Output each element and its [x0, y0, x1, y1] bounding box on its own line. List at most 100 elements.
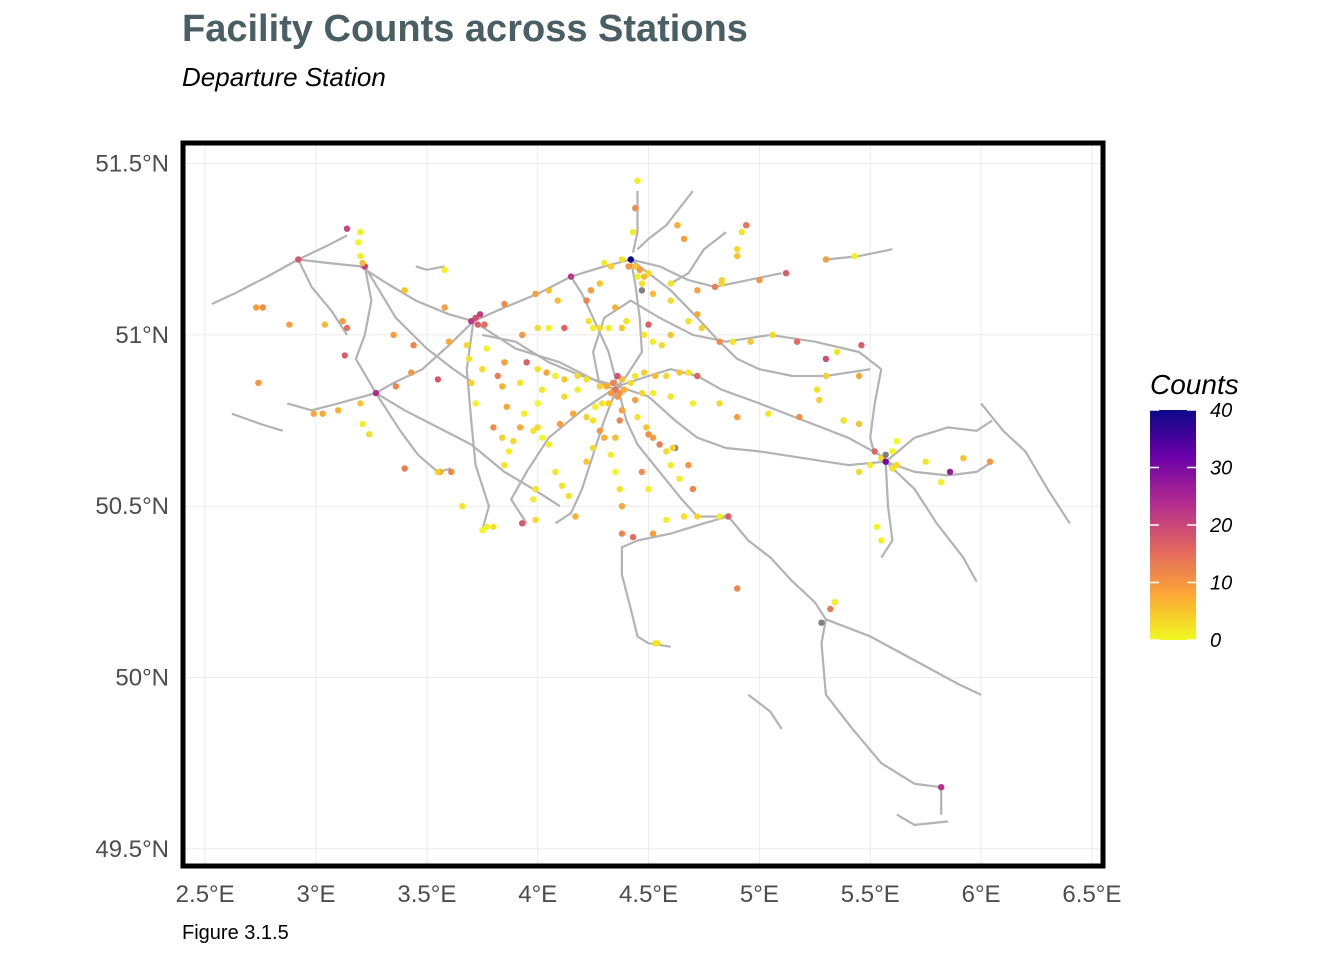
station-point — [629, 533, 637, 541]
station-point — [621, 386, 628, 393]
rail-line — [298, 258, 474, 323]
rail-line — [617, 385, 886, 467]
station-point — [359, 420, 366, 428]
station-point — [516, 379, 524, 387]
station-point — [357, 228, 364, 236]
x-tick-label: 5.5°E — [841, 881, 900, 908]
station-point — [867, 461, 874, 469]
station-point — [501, 359, 508, 366]
station-point — [607, 451, 615, 458]
station-point — [833, 348, 841, 356]
station-point — [747, 338, 754, 345]
rail-line — [297, 259, 348, 336]
station-point — [408, 369, 415, 376]
station-point — [552, 468, 559, 476]
station-point — [499, 434, 506, 441]
rail-line — [631, 191, 639, 253]
station-point — [530, 496, 537, 503]
station-point — [614, 372, 621, 380]
station-point — [698, 324, 705, 332]
station-point — [667, 297, 674, 304]
station-point — [625, 263, 632, 270]
station-point — [680, 235, 688, 243]
station-point — [343, 225, 351, 232]
station-point — [445, 338, 453, 345]
rail-line — [980, 402, 1071, 524]
rail-line — [231, 412, 284, 432]
station-point — [716, 513, 723, 520]
rail-line — [630, 258, 871, 378]
rail-line — [375, 320, 475, 395]
station-point — [441, 304, 448, 311]
station-point — [734, 585, 741, 592]
station-point — [640, 331, 648, 339]
station-point — [667, 461, 674, 469]
station-point — [510, 437, 517, 445]
station-point — [390, 331, 397, 339]
rail-line — [869, 368, 883, 456]
station-point — [472, 400, 479, 407]
station-point — [645, 321, 652, 328]
station-point — [572, 513, 579, 520]
station-point — [468, 318, 475, 325]
station-point — [627, 379, 634, 387]
station-point — [649, 389, 657, 397]
station-point — [689, 485, 697, 493]
x-tick-label: 6.5°E — [1062, 881, 1121, 908]
station-point — [570, 410, 577, 417]
legend-label: 30 — [1210, 458, 1232, 480]
station-point — [567, 273, 575, 280]
rail-line — [825, 618, 982, 696]
rail-line — [884, 419, 993, 463]
station-point — [501, 300, 508, 308]
station-point — [718, 276, 725, 284]
station-point — [649, 530, 657, 537]
legend: Counts 0 10 20 30 40 — [1150, 369, 1239, 652]
station-point — [465, 355, 473, 363]
station-point — [612, 468, 619, 476]
station-point — [596, 427, 603, 434]
rail-line — [570, 276, 619, 387]
station-point — [490, 424, 497, 431]
station-point — [822, 256, 830, 263]
station-point — [472, 314, 479, 321]
panel-border — [180, 140, 1106, 869]
station-point — [960, 455, 967, 462]
station-point — [490, 523, 497, 530]
station-point — [583, 413, 590, 421]
station-point — [561, 324, 568, 332]
station-point — [716, 338, 723, 345]
station-point — [534, 366, 541, 373]
rail-line — [880, 461, 894, 559]
y-tick-label: 50.5°N — [95, 493, 169, 520]
station-point — [636, 266, 643, 273]
station-point — [663, 516, 670, 524]
station-point — [816, 396, 823, 404]
station-point — [519, 520, 526, 527]
station-point — [632, 263, 639, 270]
station-point — [618, 503, 626, 510]
station-point — [503, 403, 510, 410]
figure-caption: Figure 3.1.5 — [182, 922, 289, 944]
station-point — [410, 342, 417, 349]
station-point — [632, 396, 639, 404]
station-point — [523, 359, 530, 366]
station-point — [321, 321, 329, 328]
station-point — [889, 465, 896, 472]
station-point — [634, 177, 641, 184]
station-point — [656, 441, 663, 448]
rail-line — [375, 392, 561, 508]
chart-subtitle: Departure Station — [182, 62, 386, 92]
rail-line — [510, 385, 619, 524]
station-point — [663, 372, 670, 380]
station-point — [893, 461, 900, 469]
station-point — [343, 324, 351, 332]
station-point — [769, 331, 776, 339]
station-point — [601, 259, 608, 267]
station-point — [335, 407, 342, 414]
rail-line — [211, 234, 348, 305]
station-point — [649, 338, 657, 345]
station-point — [459, 503, 466, 510]
station-point — [663, 448, 670, 455]
legend-title: Counts — [1150, 369, 1239, 400]
